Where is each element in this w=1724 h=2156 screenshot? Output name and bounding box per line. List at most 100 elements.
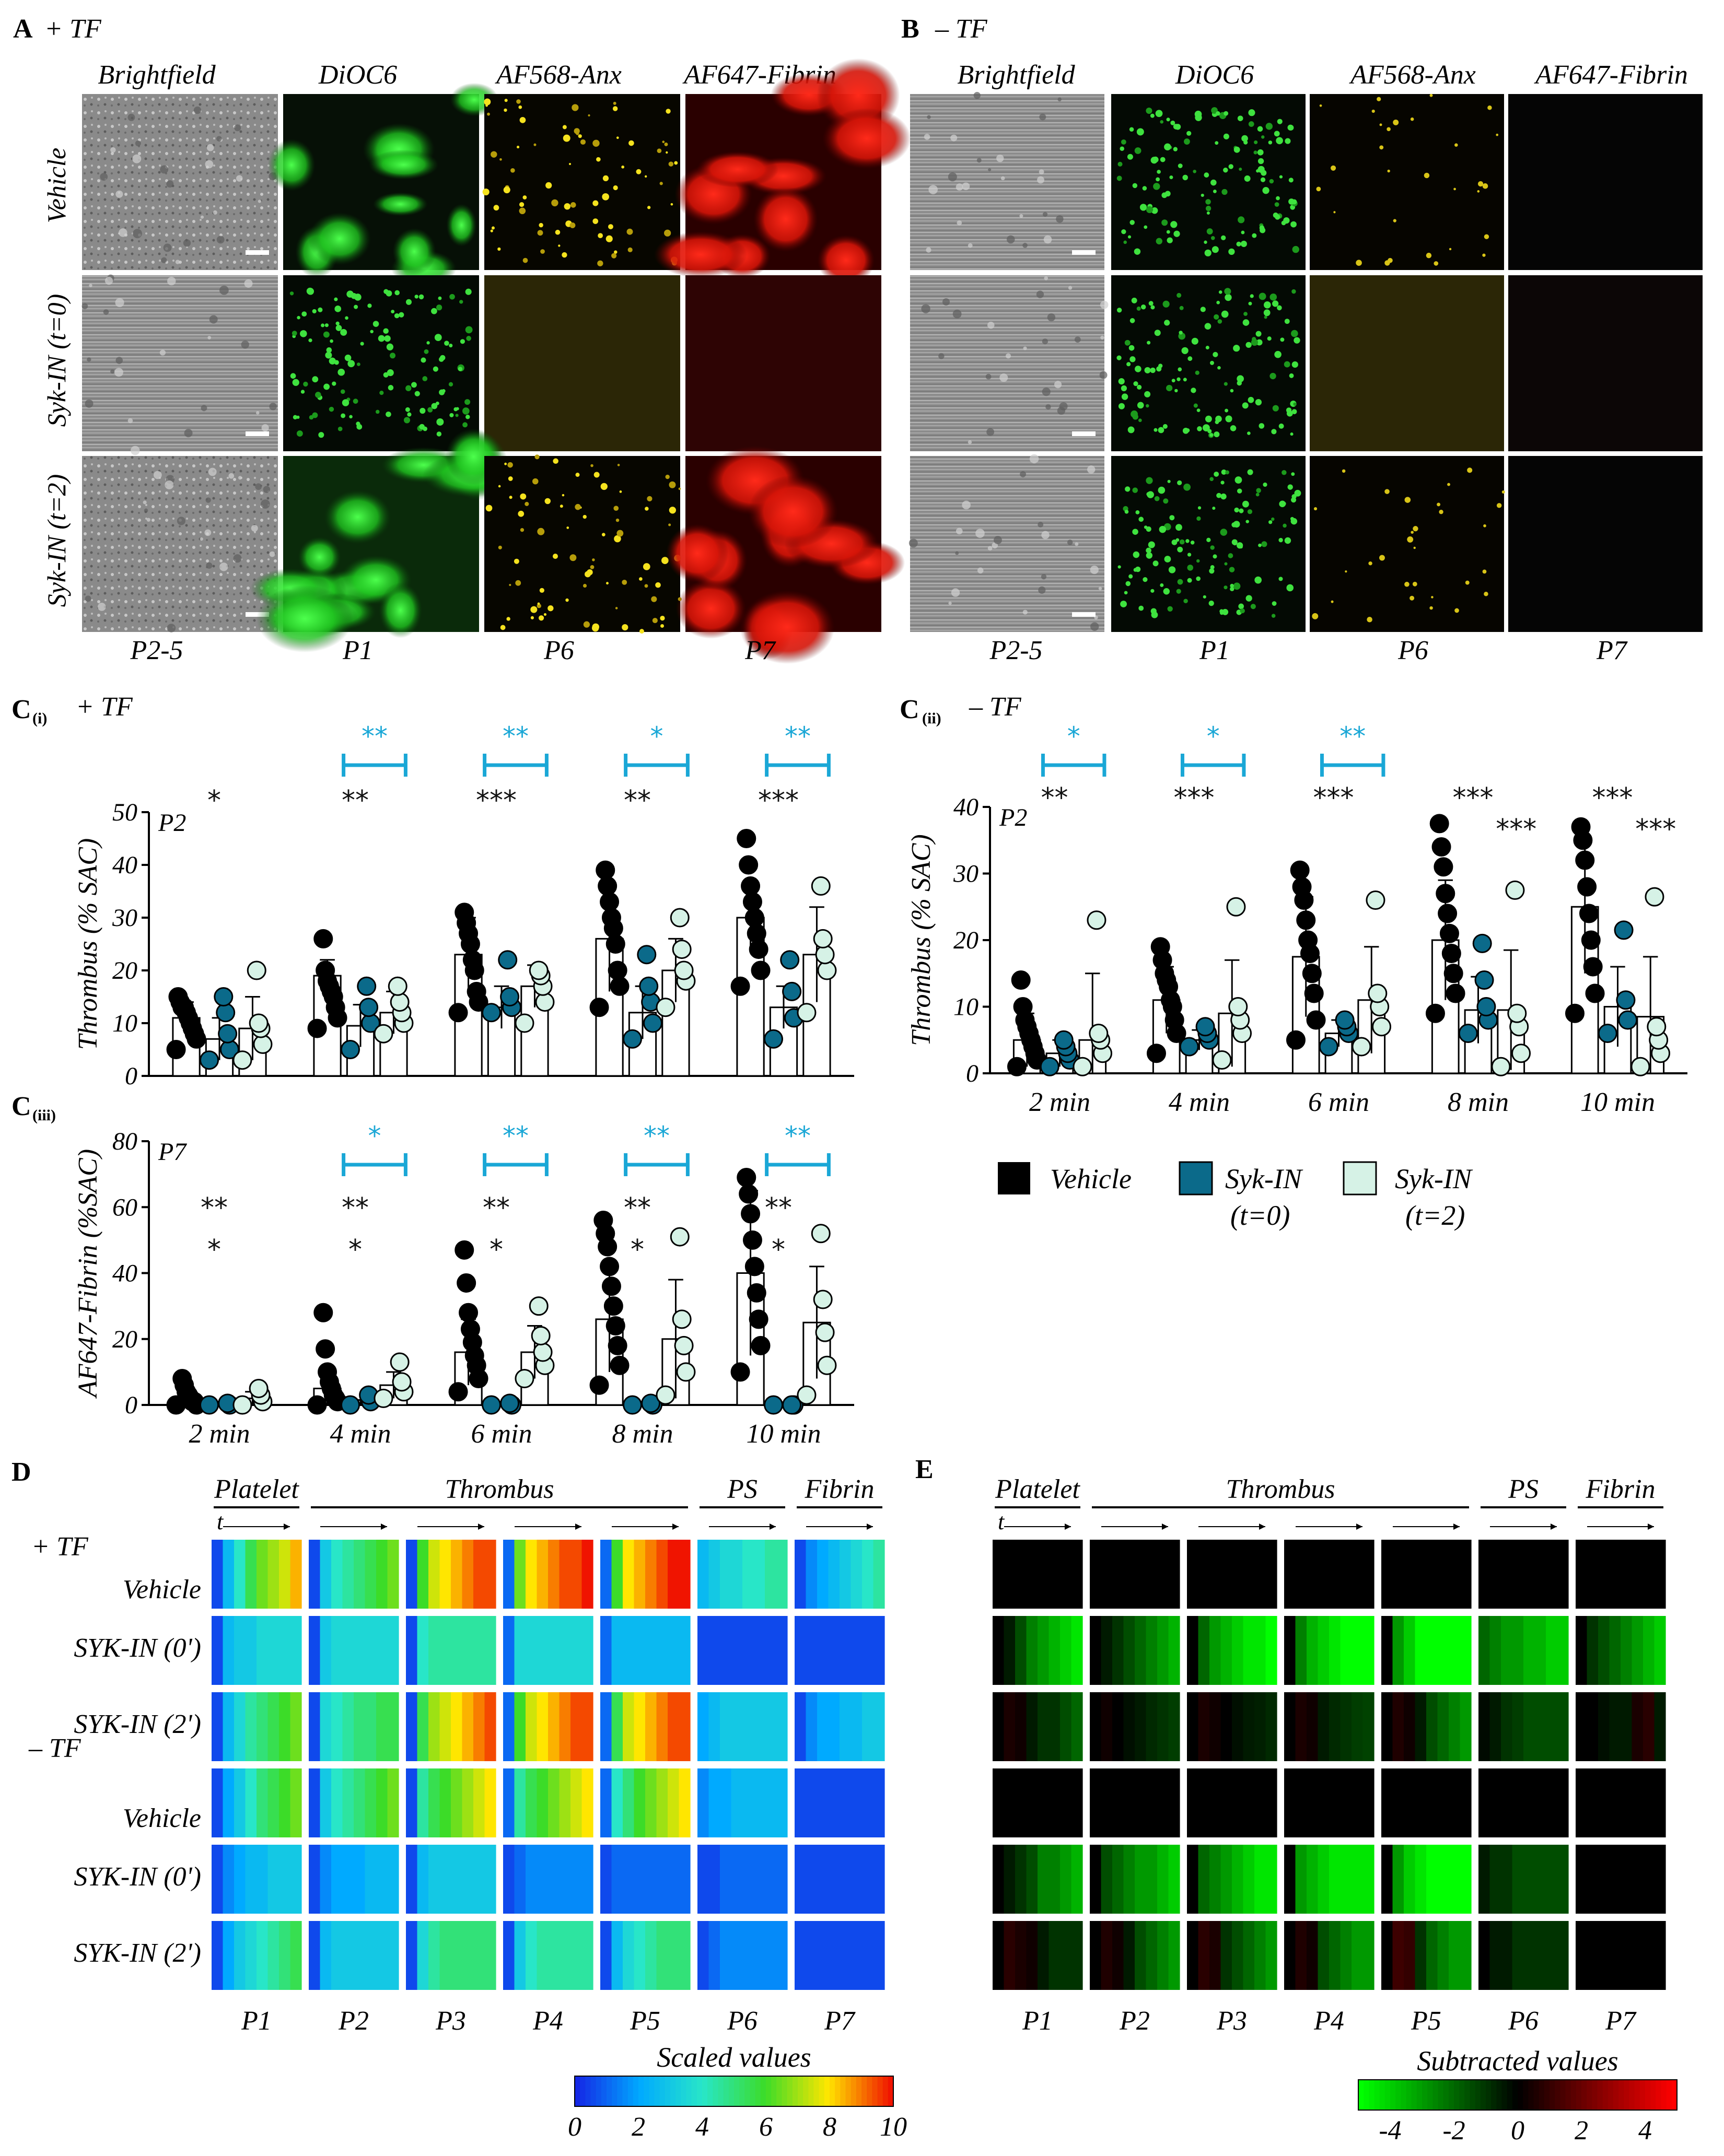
heatmap-cell: [428, 1921, 440, 1990]
heatmap-cell: [1060, 1845, 1072, 1914]
heatmap-cell: [290, 1921, 302, 1990]
ps-dot: [553, 458, 558, 464]
bf-speck: [955, 551, 959, 555]
heatmap-cell: [1576, 1768, 1588, 1837]
heatmap-cell: [559, 1616, 571, 1685]
data-point: [1335, 1010, 1355, 1030]
heatmap-cell: [993, 1921, 1005, 1990]
data-point: [737, 1167, 756, 1187]
ps-dot: [619, 490, 622, 493]
significance-label: **: [483, 1192, 510, 1224]
platelet-dot: [1242, 402, 1249, 409]
platelet-dot: [1205, 415, 1212, 423]
x-tick-label: 8 min: [612, 1419, 673, 1449]
bf-speck: [1043, 235, 1052, 244]
ps-dot: [644, 584, 648, 588]
platelet-dot: [1284, 319, 1290, 324]
heatmap-cell: [212, 1921, 224, 1990]
ps-dot: [518, 510, 525, 517]
ps-dot: [1477, 181, 1484, 187]
platelet-dot: [390, 353, 396, 359]
heatmap-cell: [1426, 1921, 1438, 1990]
bf-speck: [263, 486, 271, 493]
bf-speck: [100, 173, 108, 181]
heatmap-cell: [376, 1921, 388, 1990]
heatmap-cell: [451, 1768, 463, 1837]
data-point: [232, 1050, 252, 1070]
colorbar-segment: [1671, 2080, 1678, 2110]
heatmap-cell: [1265, 1692, 1277, 1761]
ps-dot: [1447, 483, 1450, 486]
platelet-dot: [367, 303, 372, 308]
data-point: [747, 1283, 766, 1303]
ps-dot: [1413, 526, 1418, 532]
data-point: [1434, 857, 1453, 877]
panel-a-row-syk2: Syk-IN (t=2): [42, 474, 71, 607]
colorbar-segment: [744, 2076, 751, 2106]
significance-label-blue: **: [503, 721, 529, 752]
heatmap-cell: [279, 1768, 291, 1837]
heatmap-cell: [1090, 1616, 1102, 1685]
heatmap-cell: [1340, 1768, 1352, 1837]
platelet-dot: [1124, 510, 1129, 514]
platelet-dot: [1208, 600, 1214, 606]
platelet-dot: [1238, 216, 1245, 224]
ps-dot: [517, 146, 520, 149]
data-point: [341, 1395, 360, 1415]
heatmap-cell: [1460, 1845, 1472, 1914]
heatmap-cell: [537, 1921, 549, 1990]
platelet-dot: [1195, 370, 1199, 375]
colorbar-segment: [1539, 2080, 1545, 2110]
heatmap-cell: [1546, 1768, 1558, 1837]
platelet-dot: [1247, 509, 1253, 514]
micrograph-b-vehicle-anx: [1310, 93, 1504, 270]
ps-dot: [1411, 531, 1414, 534]
heatmap-cell: [862, 1768, 874, 1837]
heatmap-cell: [1090, 1921, 1102, 1990]
heatmap-cell: [1381, 1768, 1393, 1837]
data-point: [1212, 1050, 1232, 1070]
heatmap-cell: [1546, 1845, 1558, 1914]
bf-speck: [114, 368, 123, 377]
heatmap-cell: [320, 1768, 332, 1837]
platelet-dot: [462, 422, 468, 428]
colorbar-segment: [1374, 2080, 1380, 2110]
platelet-dot: [1220, 529, 1228, 536]
platelet-dot: [1135, 566, 1141, 572]
platelet-dot: [1257, 149, 1264, 156]
platelet-dot: [1179, 306, 1184, 310]
ps-dot: [537, 528, 545, 535]
platelet-dot: [1146, 206, 1154, 214]
heatmap-cell: [1621, 1692, 1633, 1761]
micrograph-b-syk2-anx-bg: [1310, 456, 1504, 632]
heatmap-cell: [1254, 1768, 1266, 1837]
ps-dot: [666, 151, 668, 154]
platelet-dot: [1121, 393, 1128, 400]
significance-label: **: [1041, 782, 1068, 814]
heatmap-cell: [1220, 1540, 1232, 1609]
y-tick-label: 0: [125, 1391, 137, 1419]
heatmap-cell: [611, 1692, 623, 1761]
heatmap-cell: [537, 1616, 549, 1685]
platelet-dot: [405, 299, 412, 305]
bf-speck: [908, 538, 918, 548]
heatmap-cell: [1621, 1540, 1633, 1609]
heatmap-cell: [462, 1921, 474, 1990]
heatmap-cell: [795, 1616, 807, 1685]
ps-dot: [572, 104, 579, 111]
data-point: [1446, 983, 1465, 1003]
platelet-dot: [405, 407, 410, 412]
platelet-dot: [1283, 217, 1290, 224]
heatmap-cell: [1523, 1540, 1535, 1609]
heatmap-cell: [1404, 1921, 1416, 1990]
platelet-dot: [334, 297, 338, 301]
ps-dot: [1319, 104, 1322, 107]
heatmap-cell: [212, 1692, 224, 1761]
bf-speck: [208, 467, 217, 476]
micrograph-b-syk0-fibrin: [1508, 275, 1703, 451]
bf-speck: [234, 124, 241, 132]
platelet-dot: [335, 325, 342, 331]
panel-b-col-dioc6: DiOC6: [1175, 60, 1254, 90]
data-point: [672, 1309, 692, 1329]
colorbar-tick-label: 2: [1575, 2116, 1588, 2146]
